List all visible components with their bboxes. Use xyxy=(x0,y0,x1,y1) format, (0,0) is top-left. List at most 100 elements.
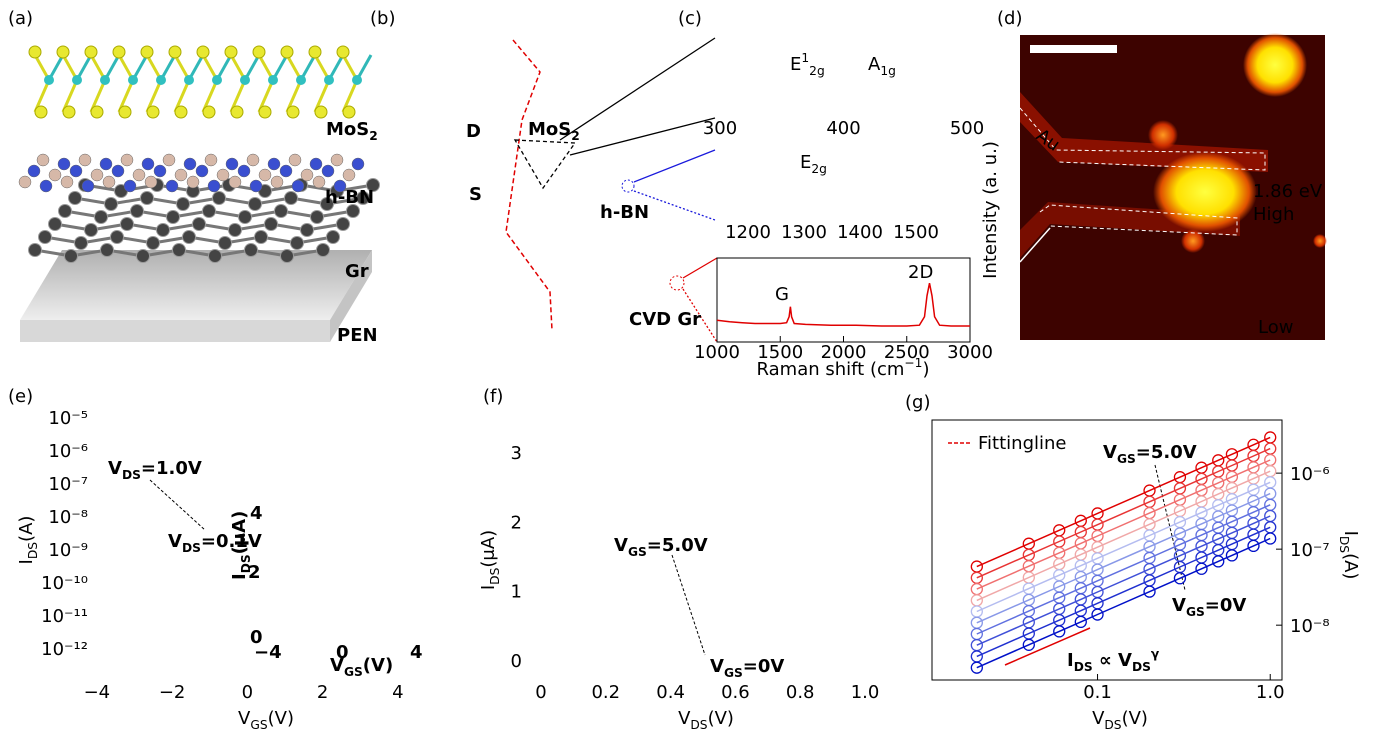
atom xyxy=(280,165,292,177)
text-part: V xyxy=(168,531,182,552)
atom xyxy=(271,176,283,188)
atom xyxy=(289,154,301,166)
text-part: MoS xyxy=(326,119,369,140)
panel-label: (c) xyxy=(678,8,702,29)
panel-label: (d) xyxy=(997,8,1022,29)
annotation: VGS=0V xyxy=(710,656,784,680)
x-tick-label: 1000 xyxy=(694,342,740,363)
annotation: −4 xyxy=(254,642,282,663)
text-part: (V) xyxy=(268,708,294,729)
atom xyxy=(337,46,349,58)
atom xyxy=(95,211,108,224)
x-tick-label: 4 xyxy=(392,682,403,703)
atom xyxy=(141,192,154,205)
text-part: 2g xyxy=(809,64,825,78)
atom xyxy=(183,231,196,244)
zoom-line xyxy=(560,38,715,140)
data-point xyxy=(1265,466,1276,477)
atom xyxy=(61,176,73,188)
x-tick-label: 3000 xyxy=(947,342,993,363)
atom xyxy=(287,106,299,118)
atom xyxy=(100,158,112,170)
atom xyxy=(137,250,150,263)
text-part: DS xyxy=(239,554,253,573)
gr-outline xyxy=(506,40,552,330)
y-tick-label: 10⁻⁶ xyxy=(48,441,88,462)
x-axis-label: Raman shift (cm−1) xyxy=(757,356,930,380)
atom xyxy=(240,75,250,85)
atom xyxy=(49,169,61,181)
atom xyxy=(309,46,321,58)
atom xyxy=(331,154,343,166)
x-tick-label: 1.0 xyxy=(1256,682,1285,703)
atom xyxy=(291,237,304,250)
atom xyxy=(75,237,88,250)
atom xyxy=(268,158,280,170)
atom xyxy=(343,169,355,181)
legend-label: Fittingline xyxy=(978,433,1066,454)
atom xyxy=(292,180,304,192)
y-axis-label: IDS(A) xyxy=(1337,531,1361,580)
data-point xyxy=(1265,443,1276,454)
annotation: IDS ∝ VDSγ xyxy=(1067,647,1160,674)
atom xyxy=(69,192,82,205)
x-tick-label: −4 xyxy=(84,682,111,703)
pl-spot xyxy=(1148,120,1178,150)
atom xyxy=(65,250,78,263)
mos2-outline xyxy=(515,140,575,188)
annotation: IDS(μA) xyxy=(229,511,253,580)
atom xyxy=(212,75,222,85)
y-tick-label: 2 xyxy=(511,512,522,533)
atom xyxy=(265,218,278,231)
annotation: 2D xyxy=(908,262,933,283)
atom xyxy=(70,165,82,177)
text-part: V xyxy=(330,655,344,676)
atom xyxy=(79,154,91,166)
y-axis-label: Intensity (a. u.) xyxy=(980,141,1001,279)
zoom-line xyxy=(683,258,717,278)
x-tick-label: 1.0 xyxy=(851,682,880,703)
text-part: V xyxy=(1092,708,1105,729)
atom xyxy=(37,154,49,166)
x-axis-label: VDS(V) xyxy=(678,708,734,732)
annotation-line xyxy=(150,480,205,530)
text-part: DS xyxy=(690,718,707,732)
atom xyxy=(91,169,103,181)
text-part: I xyxy=(1067,650,1074,671)
atom xyxy=(213,192,226,205)
data-point xyxy=(1265,488,1276,499)
map-label: Low xyxy=(1258,317,1293,338)
y-tick-label: 10⁻⁹ xyxy=(48,540,88,561)
y-tick-label: 10⁻⁸ xyxy=(1290,616,1330,637)
atom xyxy=(163,154,175,166)
atom xyxy=(39,231,52,244)
atom xyxy=(28,165,40,177)
annotation: VDS=1.0V xyxy=(108,458,202,482)
atom xyxy=(255,231,268,244)
text-part: (A) xyxy=(16,516,37,542)
atom xyxy=(119,106,131,118)
atom xyxy=(196,165,208,177)
atom xyxy=(217,169,229,181)
y-tick-label: 1 xyxy=(511,582,522,603)
atom xyxy=(239,211,252,224)
y-axis-label: IDS(A) xyxy=(16,516,40,565)
atom xyxy=(72,75,82,85)
atom xyxy=(247,154,259,166)
map-label: 1.86 eV xyxy=(1253,181,1323,202)
text-part: E xyxy=(800,152,811,173)
atom xyxy=(259,169,271,181)
y-tick-label: 10⁻¹² xyxy=(41,639,88,660)
atom xyxy=(157,224,170,237)
atom xyxy=(111,231,124,244)
pen-substrate xyxy=(20,320,330,342)
annotation: E2g xyxy=(800,152,827,176)
data-point xyxy=(1265,533,1276,544)
zoom-line xyxy=(570,118,715,155)
atom xyxy=(337,218,350,231)
data-point xyxy=(1265,499,1276,510)
panel-label: (e) xyxy=(8,386,33,407)
x-tick-label: 300 xyxy=(703,118,737,139)
figure: (a)(b)(c)(d)(e)(f)(g)MoS2h-BNGrPENDSMoS2… xyxy=(0,0,1373,736)
atom xyxy=(352,158,364,170)
